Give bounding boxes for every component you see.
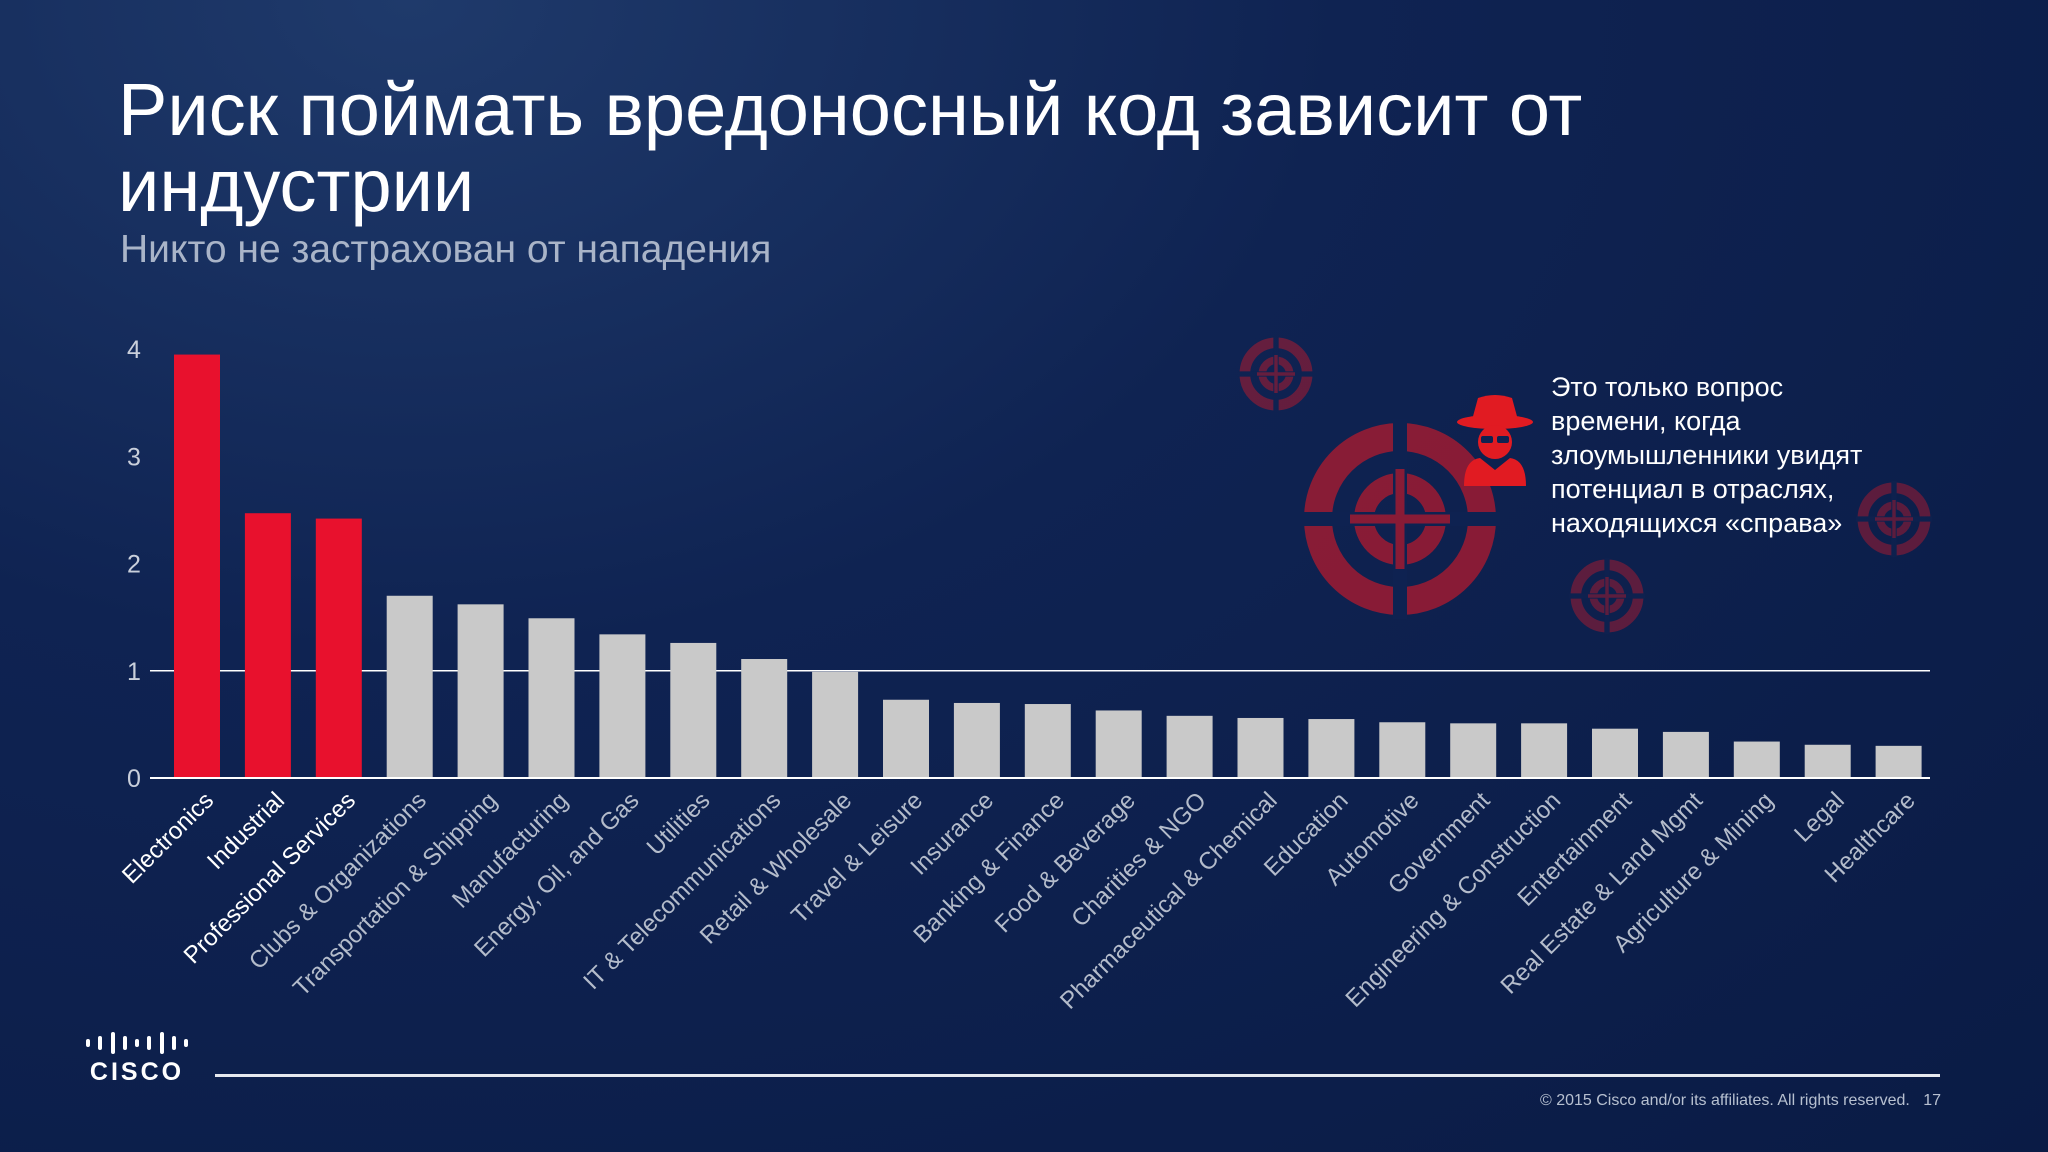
slide-subtitle: Никто не застрахован от нападения	[120, 228, 772, 271]
bar-automotive	[1379, 722, 1426, 778]
bar-government	[1450, 723, 1497, 778]
slide-title: Риск поймать вредоносный код зависит от …	[118, 68, 1583, 227]
bar-retail-wholesale	[812, 671, 859, 778]
bar-engineering-construction	[1521, 723, 1568, 778]
bar-real-estate-land-mgmt	[1662, 731, 1709, 778]
bar-industrial	[244, 513, 291, 778]
footer-copyright: © 2015 Cisco and/or its affiliates. All …	[1540, 1092, 1941, 1110]
x-category-label: Legal	[1789, 787, 1850, 848]
bar-energy-oil-and-gas	[599, 634, 646, 778]
bar-insurance	[953, 702, 1000, 778]
bar-pharmaceutical-chemical	[1237, 717, 1284, 778]
bar-utilities	[670, 642, 717, 778]
crosshair-target-icon	[1569, 558, 1645, 634]
bar-it-telecommunications	[741, 659, 788, 778]
footer-divider	[215, 1074, 1940, 1077]
bar-clubs-organizations	[386, 595, 433, 778]
bar-manufacturing	[528, 618, 575, 778]
y-tick-label: 0	[127, 765, 141, 793]
cisco-logo-bars	[82, 1030, 192, 1056]
copyright-text: © 2015 Cisco and/or its affiliates. All …	[1539, 1092, 1910, 1109]
bar-education	[1308, 719, 1355, 778]
bar-food-beverage	[1095, 710, 1142, 778]
crosshair-target-icon	[1300, 419, 1500, 619]
bar-transportation-shipping	[457, 604, 504, 778]
crosshair-target-icon	[1856, 481, 1932, 557]
hacker-spy-icon	[1457, 395, 1533, 486]
cisco-logo: CISCO	[82, 1030, 192, 1086]
bar-entertainment	[1592, 728, 1638, 778]
bar-healthcare	[1875, 745, 1922, 778]
y-tick-label: 1	[127, 658, 141, 686]
target-decorations	[1238, 336, 1932, 634]
y-axis: 0 1 2 3 4	[127, 336, 141, 793]
y-tick-label: 3	[127, 443, 141, 471]
x-category-label: Travel & Leisure	[786, 787, 928, 929]
y-tick-label: 2	[127, 551, 141, 579]
crosshair-target-icon	[1238, 336, 1314, 412]
cisco-logo-text: CISCO	[89, 1058, 185, 1086]
bar-charities-ngo	[1166, 715, 1213, 778]
bar-professional-services	[315, 518, 362, 778]
callout-text: Это только вопрос времени, когда злоумыш…	[1551, 372, 1863, 538]
x-category-label: Electronics	[117, 787, 219, 889]
page-number: 17	[1923, 1092, 1941, 1109]
bars-group	[150, 354, 1930, 779]
y-tick-label: 4	[127, 336, 141, 364]
bar-electronics	[174, 354, 220, 778]
bar-banking-finance	[1024, 704, 1071, 778]
bar-travel-leisure	[883, 699, 929, 778]
bar-agriculture-mining	[1733, 741, 1780, 778]
bar-legal	[1804, 744, 1851, 778]
